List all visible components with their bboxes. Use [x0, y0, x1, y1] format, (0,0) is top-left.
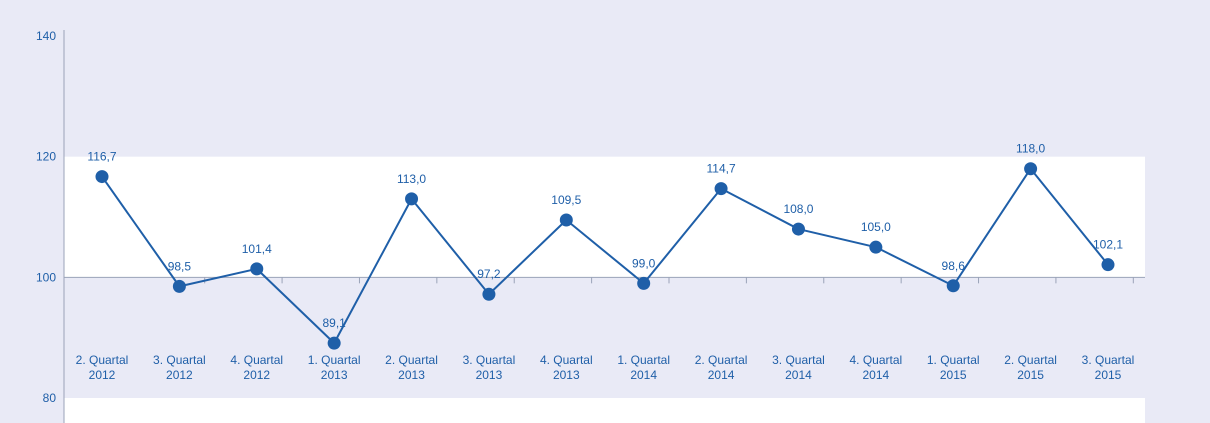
data-point	[250, 262, 264, 276]
x-axis-labels: 2. Quartal 2012 3. Quartal 2012 4. Quartal 20…	[76, 353, 1135, 382]
band-below-80	[64, 398, 1145, 423]
y-tick-label: 80	[43, 391, 57, 405]
x-tick-label: 4. Quartal 2013	[540, 353, 593, 382]
data-point	[637, 276, 651, 290]
data-label: 114,7	[707, 162, 736, 176]
plot-bands	[64, 156, 1145, 423]
data-point	[946, 279, 960, 293]
data-label: 105,0	[861, 220, 891, 234]
data-labels: 116,7 98,5 101,4 89,1 113,0 97,2 109,5 99,0 114,…	[87, 142, 1123, 330]
y-tick-label: 100	[36, 270, 56, 284]
data-points	[95, 162, 1115, 350]
x-tick-label: 2. Quartal 2012	[76, 353, 129, 382]
x-tick-label: 1. Quartal 2014	[617, 353, 670, 382]
data-label: 97,2	[477, 267, 501, 281]
y-tick-label: 140	[36, 29, 56, 43]
data-point	[1101, 258, 1115, 272]
data-point	[559, 213, 573, 227]
x-tick-label: 4. Quartal 2014	[849, 353, 902, 382]
x-tick-label: 3. Quartal 2012	[153, 353, 206, 382]
data-point	[405, 192, 419, 206]
x-tick-label: 3. Quartal 2014	[772, 353, 825, 382]
x-tick-label: 1. Quartal 2013	[308, 353, 361, 382]
data-point	[869, 240, 883, 254]
x-tick-label: 2. Quartal 2015	[1004, 353, 1057, 382]
x-tick-label: 3. Quartal 2013	[463, 353, 516, 382]
data-label: 101,4	[242, 242, 272, 256]
data-label: 109,5	[551, 193, 581, 207]
band-100-120	[64, 156, 1145, 278]
data-point	[791, 222, 805, 236]
data-point	[1024, 162, 1038, 176]
data-label: 108,0	[783, 202, 813, 216]
data-point	[327, 336, 341, 350]
x-tick-label: 3. Quartal 2015	[1082, 353, 1135, 382]
data-label: 99,0	[632, 256, 656, 270]
data-label: 113,0	[397, 172, 426, 186]
data-point	[172, 279, 186, 293]
data-label: 118,0	[1016, 142, 1045, 156]
data-label: 89,1	[322, 316, 346, 330]
data-label: 102,1	[1093, 238, 1123, 252]
x-tick-label: 2. Quartal 2014	[695, 353, 748, 382]
data-point	[714, 182, 728, 196]
data-label: 116,7	[87, 150, 116, 164]
series-line	[101, 167, 1109, 345]
x-tick-label: 1. Quartal 2015	[927, 353, 980, 382]
x-tick-label: 4. Quartal 2012	[230, 353, 283, 382]
data-point	[95, 170, 109, 184]
data-point	[482, 287, 496, 301]
axes	[63, 30, 1145, 423]
data-label: 98,6	[942, 259, 966, 273]
y-axis-ticks: 80 100 120 140	[36, 29, 56, 405]
y-tick-label: 120	[36, 150, 56, 164]
series-polyline	[101, 167, 1109, 345]
x-tick-label: 2. Quartal 2013	[385, 353, 438, 382]
data-label: 98,5	[168, 259, 192, 273]
